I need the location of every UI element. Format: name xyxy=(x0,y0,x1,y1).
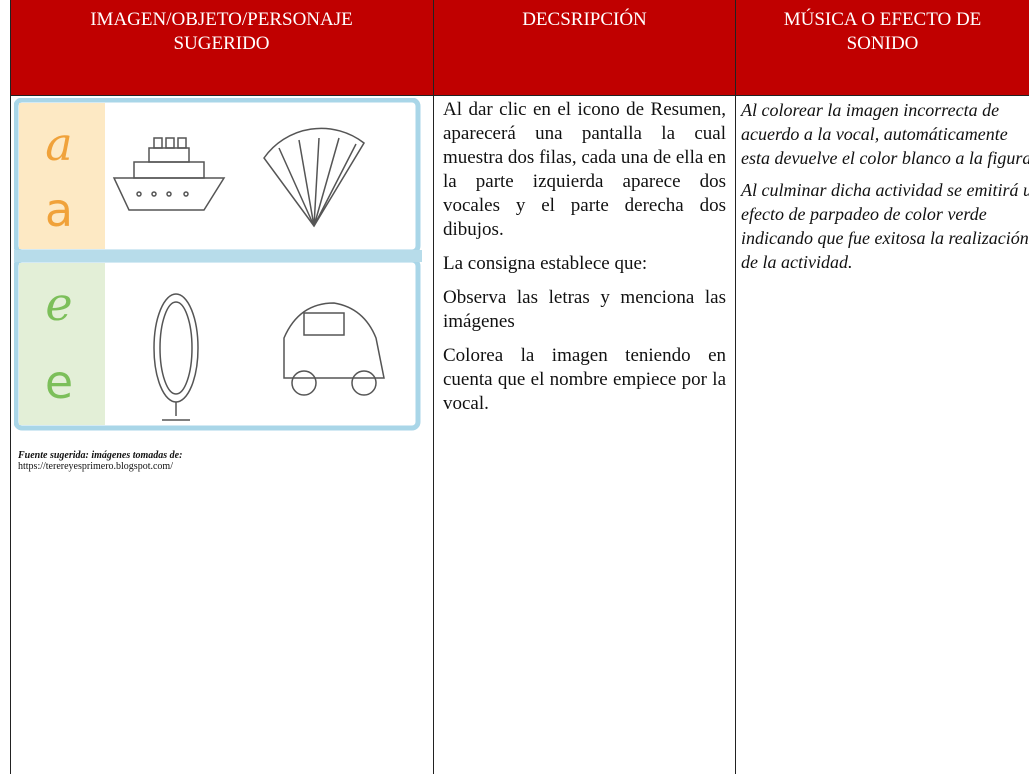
header-text: IMAGEN/OBJETO/PERSONAJE SUGERIDO xyxy=(90,9,353,54)
border xyxy=(10,95,1029,96)
sound-paragraph: Al culminar dicha actividad se emitirá u… xyxy=(741,180,1029,272)
header-cell: MÚSICA O EFECTO DE SONIDO xyxy=(736,0,1029,95)
border xyxy=(10,0,11,774)
header-cell: DECSRIPCIÓN xyxy=(434,0,735,95)
description-paragraph: Observa las letras y menciona las imágen… xyxy=(443,287,726,332)
description-paragraph: La consigna establece que: xyxy=(443,253,648,274)
description: Al dar clic en el icono de Resumen, apar… xyxy=(443,98,726,426)
sound-paragraph: Al colorear la imagen incorrecta de acue… xyxy=(741,100,1029,168)
source: Fuente sugerida: imágenes tomadas de: ht… xyxy=(18,450,182,472)
letter: a xyxy=(45,183,73,237)
letter: e xyxy=(45,277,72,331)
letter: e xyxy=(45,355,73,409)
description-paragraph: Al dar clic en el icono de Resumen, apar… xyxy=(443,99,726,240)
source-url: https://terereyesprimero.blogspot.com/ xyxy=(18,461,173,472)
letter: a xyxy=(45,117,72,171)
illustration: a a e e xyxy=(14,98,422,431)
border xyxy=(735,0,736,774)
description-paragraph: Colorea la imagen teniendo en cuenta que… xyxy=(443,345,726,414)
source-label: Fuente sugerida: imágenes tomadas de: xyxy=(18,450,183,461)
header-cell: IMAGEN/OBJETO/PERSONAJE SUGERIDO xyxy=(10,0,433,95)
header-text: MÚSICA O EFECTO DE SONIDO xyxy=(783,9,982,54)
border xyxy=(433,0,434,774)
header-text: DECSRIPCIÓN xyxy=(522,9,647,30)
sound: Al colorear la imagen incorrecta de acue… xyxy=(741,98,1029,282)
